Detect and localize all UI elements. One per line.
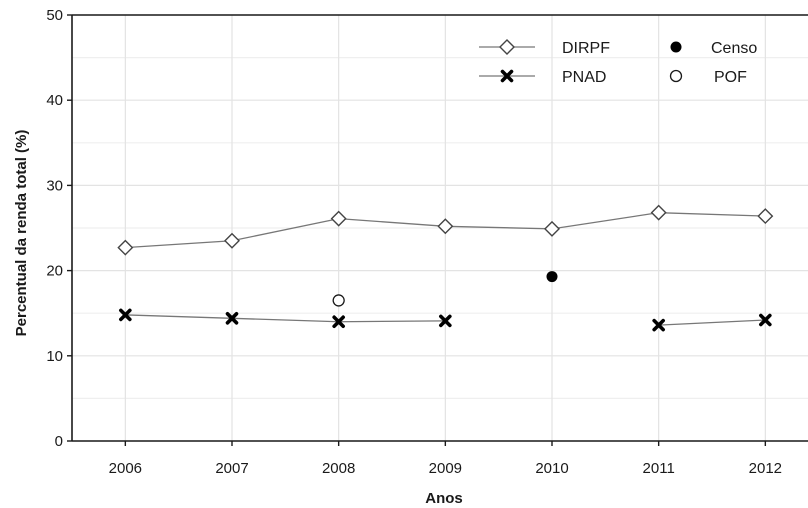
series-line-pnad (658, 319, 766, 326)
legend-item-pnad: PNAD (479, 69, 606, 86)
data-point-pof (332, 294, 345, 307)
legend-marker-dirpf (499, 39, 515, 55)
axes: 0 10 20 30 40 50 2006 2007 2008 2009 2010 2011 2012 (46, 7, 808, 477)
data-point-pnad (759, 313, 772, 327)
data-point-pnad (119, 308, 132, 322)
y-tick-label: 0 (55, 433, 63, 450)
legend-marker-pnad (500, 69, 514, 83)
x-tick-label: 2012 (749, 460, 782, 477)
y-axis-title: Percentual da renda total (%) (13, 130, 30, 337)
y-tick-label: 30 (46, 177, 63, 194)
data-point-pnad (225, 312, 239, 325)
legend-item-censo: Censo (670, 40, 757, 57)
y-tick-label: 10 (46, 348, 63, 365)
legend-label-dirpf: DIRPF (562, 40, 610, 57)
data-point-pnad (439, 314, 452, 328)
data-point-dirpf (757, 208, 774, 225)
legend-label-pnad: PNAD (562, 69, 606, 86)
data-point-dirpf (650, 204, 667, 221)
x-tick-label: 2006 (109, 460, 142, 477)
data-point-dirpf (330, 210, 347, 227)
y-tick-label: 20 (46, 263, 63, 280)
x-tick-label: 2009 (429, 460, 462, 477)
data-point-dirpf (437, 218, 454, 235)
legend-label-censo: Censo (711, 40, 757, 57)
x-tick-label: 2011 (643, 460, 675, 477)
data-point-dirpf (117, 239, 134, 256)
data-point-pnad (652, 318, 665, 332)
x-tick-label: 2008 (322, 460, 355, 477)
series-dirpf (117, 204, 774, 256)
x-tick-label: 2010 (535, 460, 568, 477)
y-tick-label: 50 (46, 7, 63, 24)
legend-marker-pof (669, 69, 683, 83)
data-point-censo (546, 271, 558, 283)
legend: DIRPF PNAD Censo POF (479, 39, 757, 86)
legend-marker-censo (670, 41, 682, 53)
x-axis-title: Anos (425, 490, 463, 507)
series-pof (332, 294, 345, 307)
data-point-dirpf (544, 220, 560, 237)
y-tick-label: 40 (46, 92, 63, 109)
legend-item-pof: POF (669, 69, 747, 86)
series-layer (117, 204, 774, 332)
data-point-pnad (332, 315, 345, 329)
series-line-pnad (125, 314, 446, 323)
legend-label-pof: POF (714, 69, 747, 86)
series-censo (546, 271, 558, 283)
series-pnad (119, 308, 772, 332)
x-tick-label: 2007 (215, 460, 248, 477)
legend-item-dirpf: DIRPF (479, 39, 610, 57)
data-point-dirpf (224, 232, 240, 249)
